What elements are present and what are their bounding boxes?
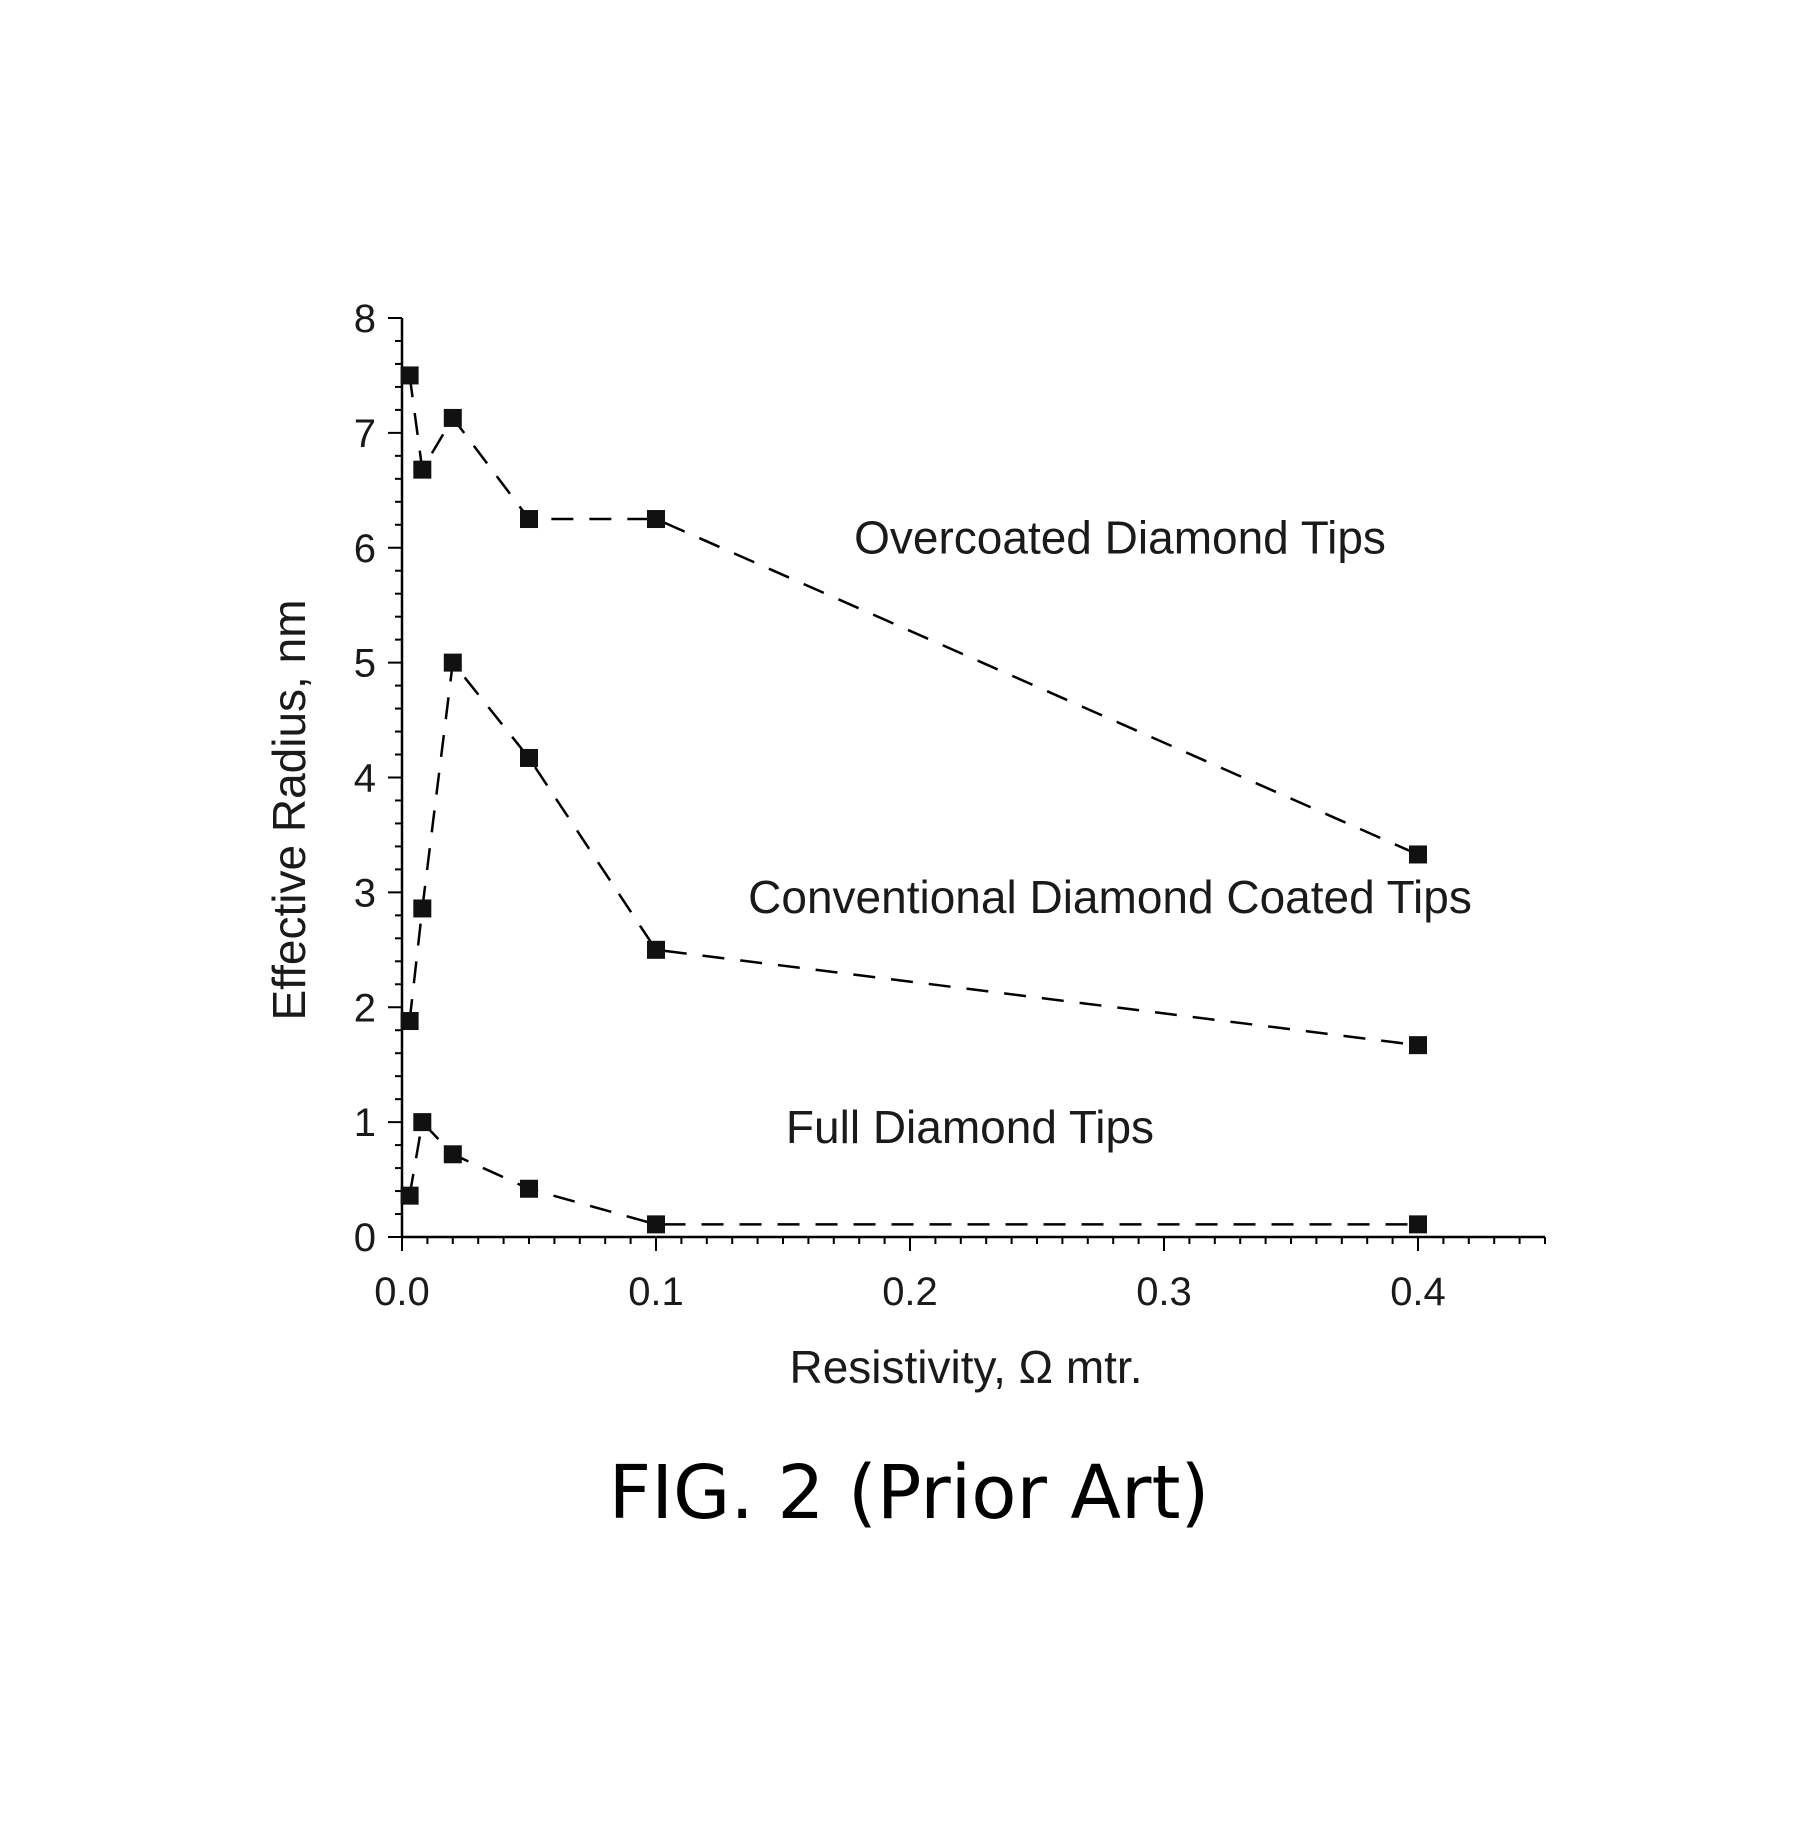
- data-point: [401, 366, 419, 384]
- y-tick-label: 5: [354, 642, 376, 686]
- x-axis-title: Resistivity, Ω mtr.: [790, 1341, 1143, 1393]
- data-point: [1409, 845, 1427, 863]
- data-point: [413, 1113, 431, 1131]
- figure-caption: FIG. 2 (Prior Art): [0, 1450, 1818, 1536]
- data-point: [520, 510, 538, 528]
- series-lines: [410, 375, 1418, 1224]
- y-tick-label: 6: [354, 527, 376, 571]
- y-axis-title: Effective Radius, nm: [263, 599, 315, 1020]
- data-point: [1409, 1036, 1427, 1054]
- y-tick-label: 0: [354, 1216, 376, 1260]
- data-point: [647, 1215, 665, 1233]
- series-label-3: Full Diamond Tips: [786, 1101, 1154, 1153]
- series-label-1: Overcoated Diamond Tips: [854, 511, 1386, 563]
- data-point: [413, 461, 431, 479]
- data-point: [1409, 1215, 1427, 1233]
- series-label-2: Conventional Diamond Coated Tips: [748, 871, 1472, 923]
- data-point: [444, 1145, 462, 1163]
- data-point: [444, 409, 462, 427]
- y-tick-label: 7: [354, 412, 376, 456]
- data-point: [444, 654, 462, 672]
- data-point: [401, 1012, 419, 1030]
- data-point: [647, 941, 665, 959]
- data-point: [413, 899, 431, 917]
- axes: 0 1 2 3 4 5 6 7 8 0.0 0.1 0.2 0.3 0.4: [354, 297, 1545, 1314]
- series-line-2: [410, 663, 1418, 1046]
- y-tick-label: 3: [354, 871, 376, 915]
- x-tick-label: 0.1: [628, 1270, 684, 1314]
- x-tick-label: 0.2: [882, 1270, 938, 1314]
- series-line-1: [410, 375, 1418, 854]
- y-tick-label: 8: [354, 297, 376, 341]
- x-tick-label: 0.0: [374, 1270, 430, 1314]
- data-point: [520, 1180, 538, 1198]
- y-tick-label: 1: [354, 1101, 376, 1145]
- x-tick-label: 0.3: [1136, 1270, 1192, 1314]
- data-point: [647, 510, 665, 528]
- y-tick-label: 4: [354, 757, 376, 801]
- x-tick-label: 0.4: [1390, 1270, 1446, 1314]
- data-point: [401, 1187, 419, 1205]
- data-point: [520, 749, 538, 767]
- y-tick-label: 2: [354, 986, 376, 1030]
